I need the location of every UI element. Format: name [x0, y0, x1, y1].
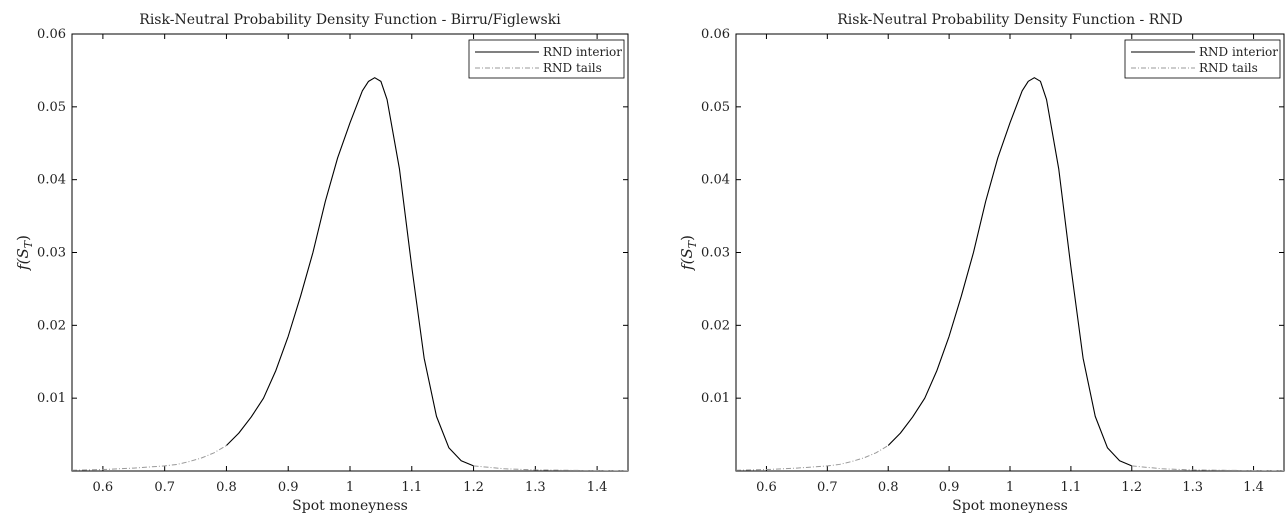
- x-tick-label: 0.9: [278, 480, 299, 495]
- series-line-rnd-interior: [887, 77, 1132, 467]
- series-line-rnd-tails: [72, 445, 628, 471]
- y-tick-label: 0.02: [37, 318, 66, 333]
- chart-1: 0.6 0.7 0.8 0.9 1 1.1 1.2 1.3 1.4 0.01 0.02 0.03 0.0…: [14, 12, 629, 514]
- x-tick-label: 1.3: [1182, 480, 1203, 495]
- y-tick-label: 0.05: [37, 100, 66, 115]
- chart-title: Risk-Neutral Probability Density Functio…: [837, 12, 1183, 28]
- plot-frame: [735, 33, 1285, 472]
- y-axis-label: f(ST): [678, 235, 699, 271]
- y-axis-label-main: f(S: [678, 248, 696, 271]
- series-line-rnd-interior: [226, 77, 474, 467]
- x-tick-label: 1: [1006, 480, 1014, 495]
- x-tick-label: 0.7: [817, 480, 838, 495]
- y-axis-label-main: f(S: [14, 248, 32, 271]
- legend-label: RND interior: [543, 45, 622, 59]
- legend-box: [1124, 39, 1281, 79]
- y-tick-label: 0.05: [701, 100, 730, 115]
- x-tick-label: 1.1: [1061, 480, 1082, 495]
- x-tick-label: 0.9: [939, 480, 960, 495]
- chart-2: 0.6 0.7 0.8 0.9 1 1.1 1.2 1.3 1.4 0.01 0.02 0.03 0.0…: [678, 12, 1285, 514]
- chart-title: Risk-Neutral Probability Density Functio…: [139, 12, 561, 28]
- x-tick-label: 0.6: [756, 480, 777, 495]
- legend: RND interior RND tails: [1124, 39, 1281, 79]
- x-tick-label: 1.4: [587, 480, 608, 495]
- x-tick-label: 0.8: [216, 480, 237, 495]
- plot-frame: [71, 33, 629, 472]
- y-tick-label: 0.06: [37, 27, 66, 42]
- y-axis-label-close: ): [678, 235, 696, 241]
- series-line-rnd-tails: [736, 445, 1284, 471]
- x-axis-label: Spot moneyness: [952, 498, 1068, 514]
- y-tick-label: 0.01: [37, 391, 66, 406]
- x-tick-label: 1.4: [1243, 480, 1264, 495]
- legend-label: RND interior: [1199, 45, 1278, 59]
- x-tick-label: 0.7: [154, 480, 175, 495]
- y-tick-label: 0.04: [701, 173, 730, 188]
- x-tick-label: 1: [346, 480, 354, 495]
- y-tick-label: 0.06: [701, 27, 730, 42]
- x-axis-label: Spot moneyness: [292, 498, 408, 514]
- x-tick-label: 1.1: [401, 480, 422, 495]
- legend-label: RND tails: [543, 61, 602, 75]
- y-tick-label: 0.01: [701, 391, 730, 406]
- x-tick-label: 0.8: [878, 480, 899, 495]
- y-tick-label: 0.02: [701, 318, 730, 333]
- legend: RND interior RND tails: [468, 39, 625, 79]
- y-axis-label: f(ST): [14, 235, 35, 271]
- x-tick-label: 1.2: [1121, 480, 1142, 495]
- x-tick-label: 1.2: [463, 480, 484, 495]
- y-tick-label: 0.04: [37, 173, 66, 188]
- y-tick-label: 0.03: [701, 246, 730, 261]
- y-axis-label-close: ): [14, 235, 32, 241]
- x-tick-label: 0.6: [93, 480, 114, 495]
- y-axis-label-subscript: T: [22, 239, 35, 248]
- x-tick-label: 1.3: [525, 480, 546, 495]
- legend-box: [468, 39, 625, 79]
- legend-label: RND tails: [1199, 61, 1258, 75]
- y-axis-label-subscript: T: [686, 239, 699, 248]
- y-tick-label: 0.03: [37, 246, 66, 261]
